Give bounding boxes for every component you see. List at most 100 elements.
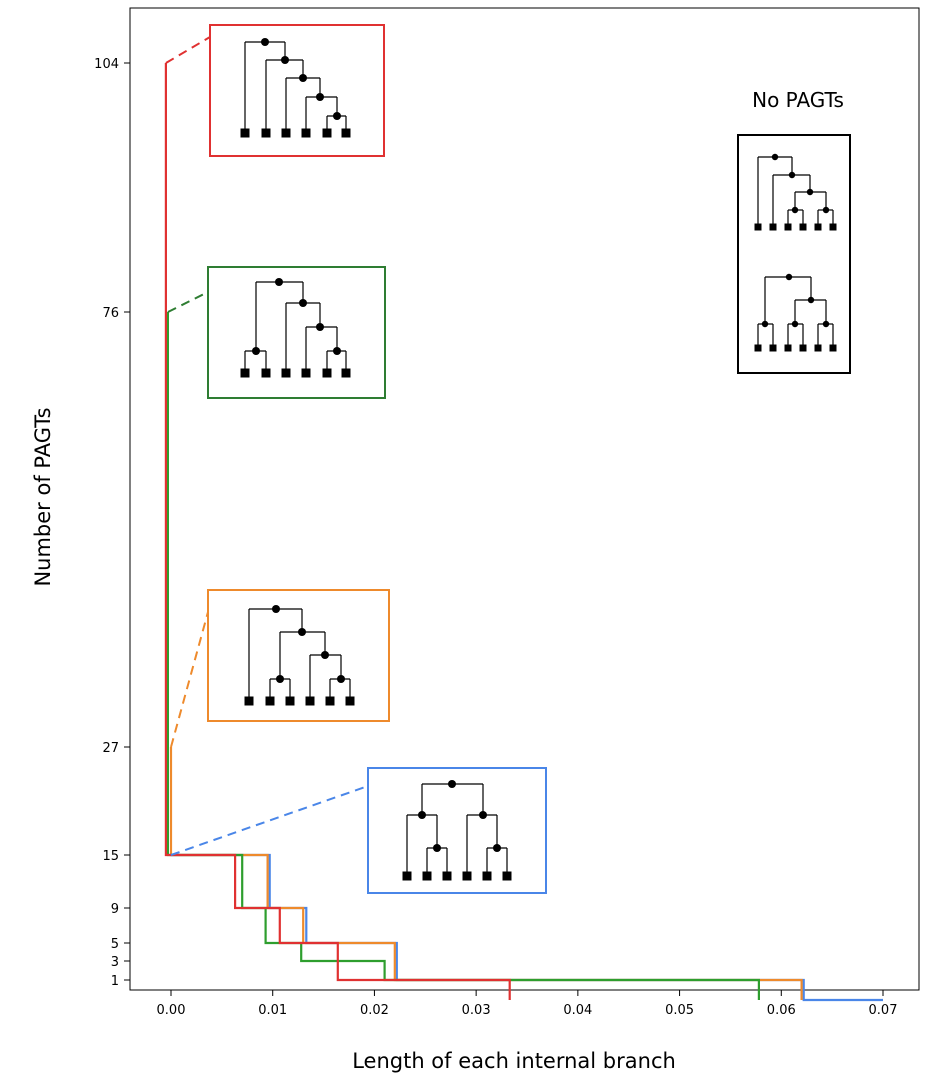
tree-node [771,153,779,161]
tree-node [321,651,329,659]
blue-tree-box [367,767,547,894]
tree-node [788,171,796,179]
balanced-tree-icon [402,780,512,881]
tree-leaf [265,696,275,706]
tree-node [822,206,830,214]
y-tick-label: 5 [111,937,119,952]
tree-leaf [261,128,271,138]
y-axis-title: Number of PAGTs [31,407,55,586]
series-layer [164,63,883,1002]
blue-tree-connector [170,785,369,856]
orange-tree-connector [170,611,209,748]
tree-node [806,188,814,196]
y-tick-label: 27 [102,741,119,756]
red-tree-box [209,24,385,157]
tree-node [822,320,830,328]
tree-leaf [261,368,271,378]
tree-node [807,296,815,304]
tree-node [337,675,345,683]
green-tree-box [207,266,386,399]
tree-leaf [322,128,332,138]
tree-leaf [442,871,452,881]
tree-leaf [341,128,351,138]
no-pagt-tree-2-icon [754,273,837,352]
tree-leaf [799,223,807,231]
tree-leaf [345,696,355,706]
tree-leaf [422,871,432,881]
tree-node [276,675,284,683]
x-tick-label: 0.04 [563,1003,592,1018]
no-pagts-title: No PAGTs [752,88,844,112]
tree-leaf [769,223,777,231]
y-tick-label: 104 [94,57,119,72]
x-axis-title: Length of each internal branch [352,1049,676,1073]
y-tick-label: 15 [102,849,119,864]
tree-leaf [502,871,512,881]
tree-leaf [281,368,291,378]
callout-connectors [165,36,369,856]
x-tick-label: 0.00 [157,1003,186,1018]
no-pagt-tree-1-icon [754,153,837,231]
tree-leaf [829,344,837,352]
tree-leaf [341,368,351,378]
tree-node [791,206,799,214]
tree-node [333,112,341,120]
tree-leaf [301,368,311,378]
tree-node [761,320,769,328]
tree-leaf [754,223,762,231]
tree-leaf [829,223,837,231]
tree-leaf [784,223,792,231]
tree-node [275,278,283,286]
y-tick-label: 1 [111,974,119,989]
tree-leaf [462,871,472,881]
tree-node [281,56,289,64]
tree-node [316,93,324,101]
tree-leaf [240,128,250,138]
x-tick-label: 0.02 [360,1003,389,1018]
tree-leaf [281,128,291,138]
x-tick-label: 0.07 [869,1003,898,1018]
blue-tree-callout [367,767,547,894]
x-tick-label: 0.06 [767,1003,796,1018]
tree-leaf [754,344,762,352]
tree-node [448,780,456,788]
no-pagts-panel: No PAGTs [737,88,851,374]
x-tick-label: 0.03 [462,1003,491,1018]
tree-leaf [814,223,822,231]
tree-node [791,320,799,328]
y-tick-label: 9 [111,902,119,917]
tree-node [785,273,793,281]
tree-leaf [305,696,315,706]
tree-node [298,628,306,636]
green-tree-connector [167,291,209,313]
tree-leaf [769,344,777,352]
tree-node [479,811,487,819]
tree-leaf [244,696,254,706]
tree-node [493,844,501,852]
tree-leaf [482,871,492,881]
cherry-caterpillar-tree-icon [240,278,351,378]
series-line-3 [164,63,511,1000]
tree-node [333,347,341,355]
tree-node [316,323,324,331]
tree-leaf [325,696,335,706]
y-tick-label: 76 [102,306,119,321]
orange-tree-callout [207,589,390,722]
tree-leaf [322,368,332,378]
x-tick-label: 0.05 [665,1003,694,1018]
tree-leaf [814,344,822,352]
y-tick-label: 3 [111,955,119,970]
tree-node [261,38,269,46]
red-tree-callout [209,24,385,157]
caterpillar-tree-icon [240,38,351,138]
red-tree-connector [165,36,211,64]
tree-leaf [301,128,311,138]
x-axis-ticks: 0.00 0.01 0.02 0.03 0.04 0.05 0.06 0.07 [157,990,898,1018]
x-tick-label: 0.01 [258,1003,287,1018]
tree-leaf [240,368,250,378]
tree-node [433,844,441,852]
plot-frame [129,7,920,991]
tree-leaf [402,871,412,881]
green-tree-callout [207,266,386,399]
